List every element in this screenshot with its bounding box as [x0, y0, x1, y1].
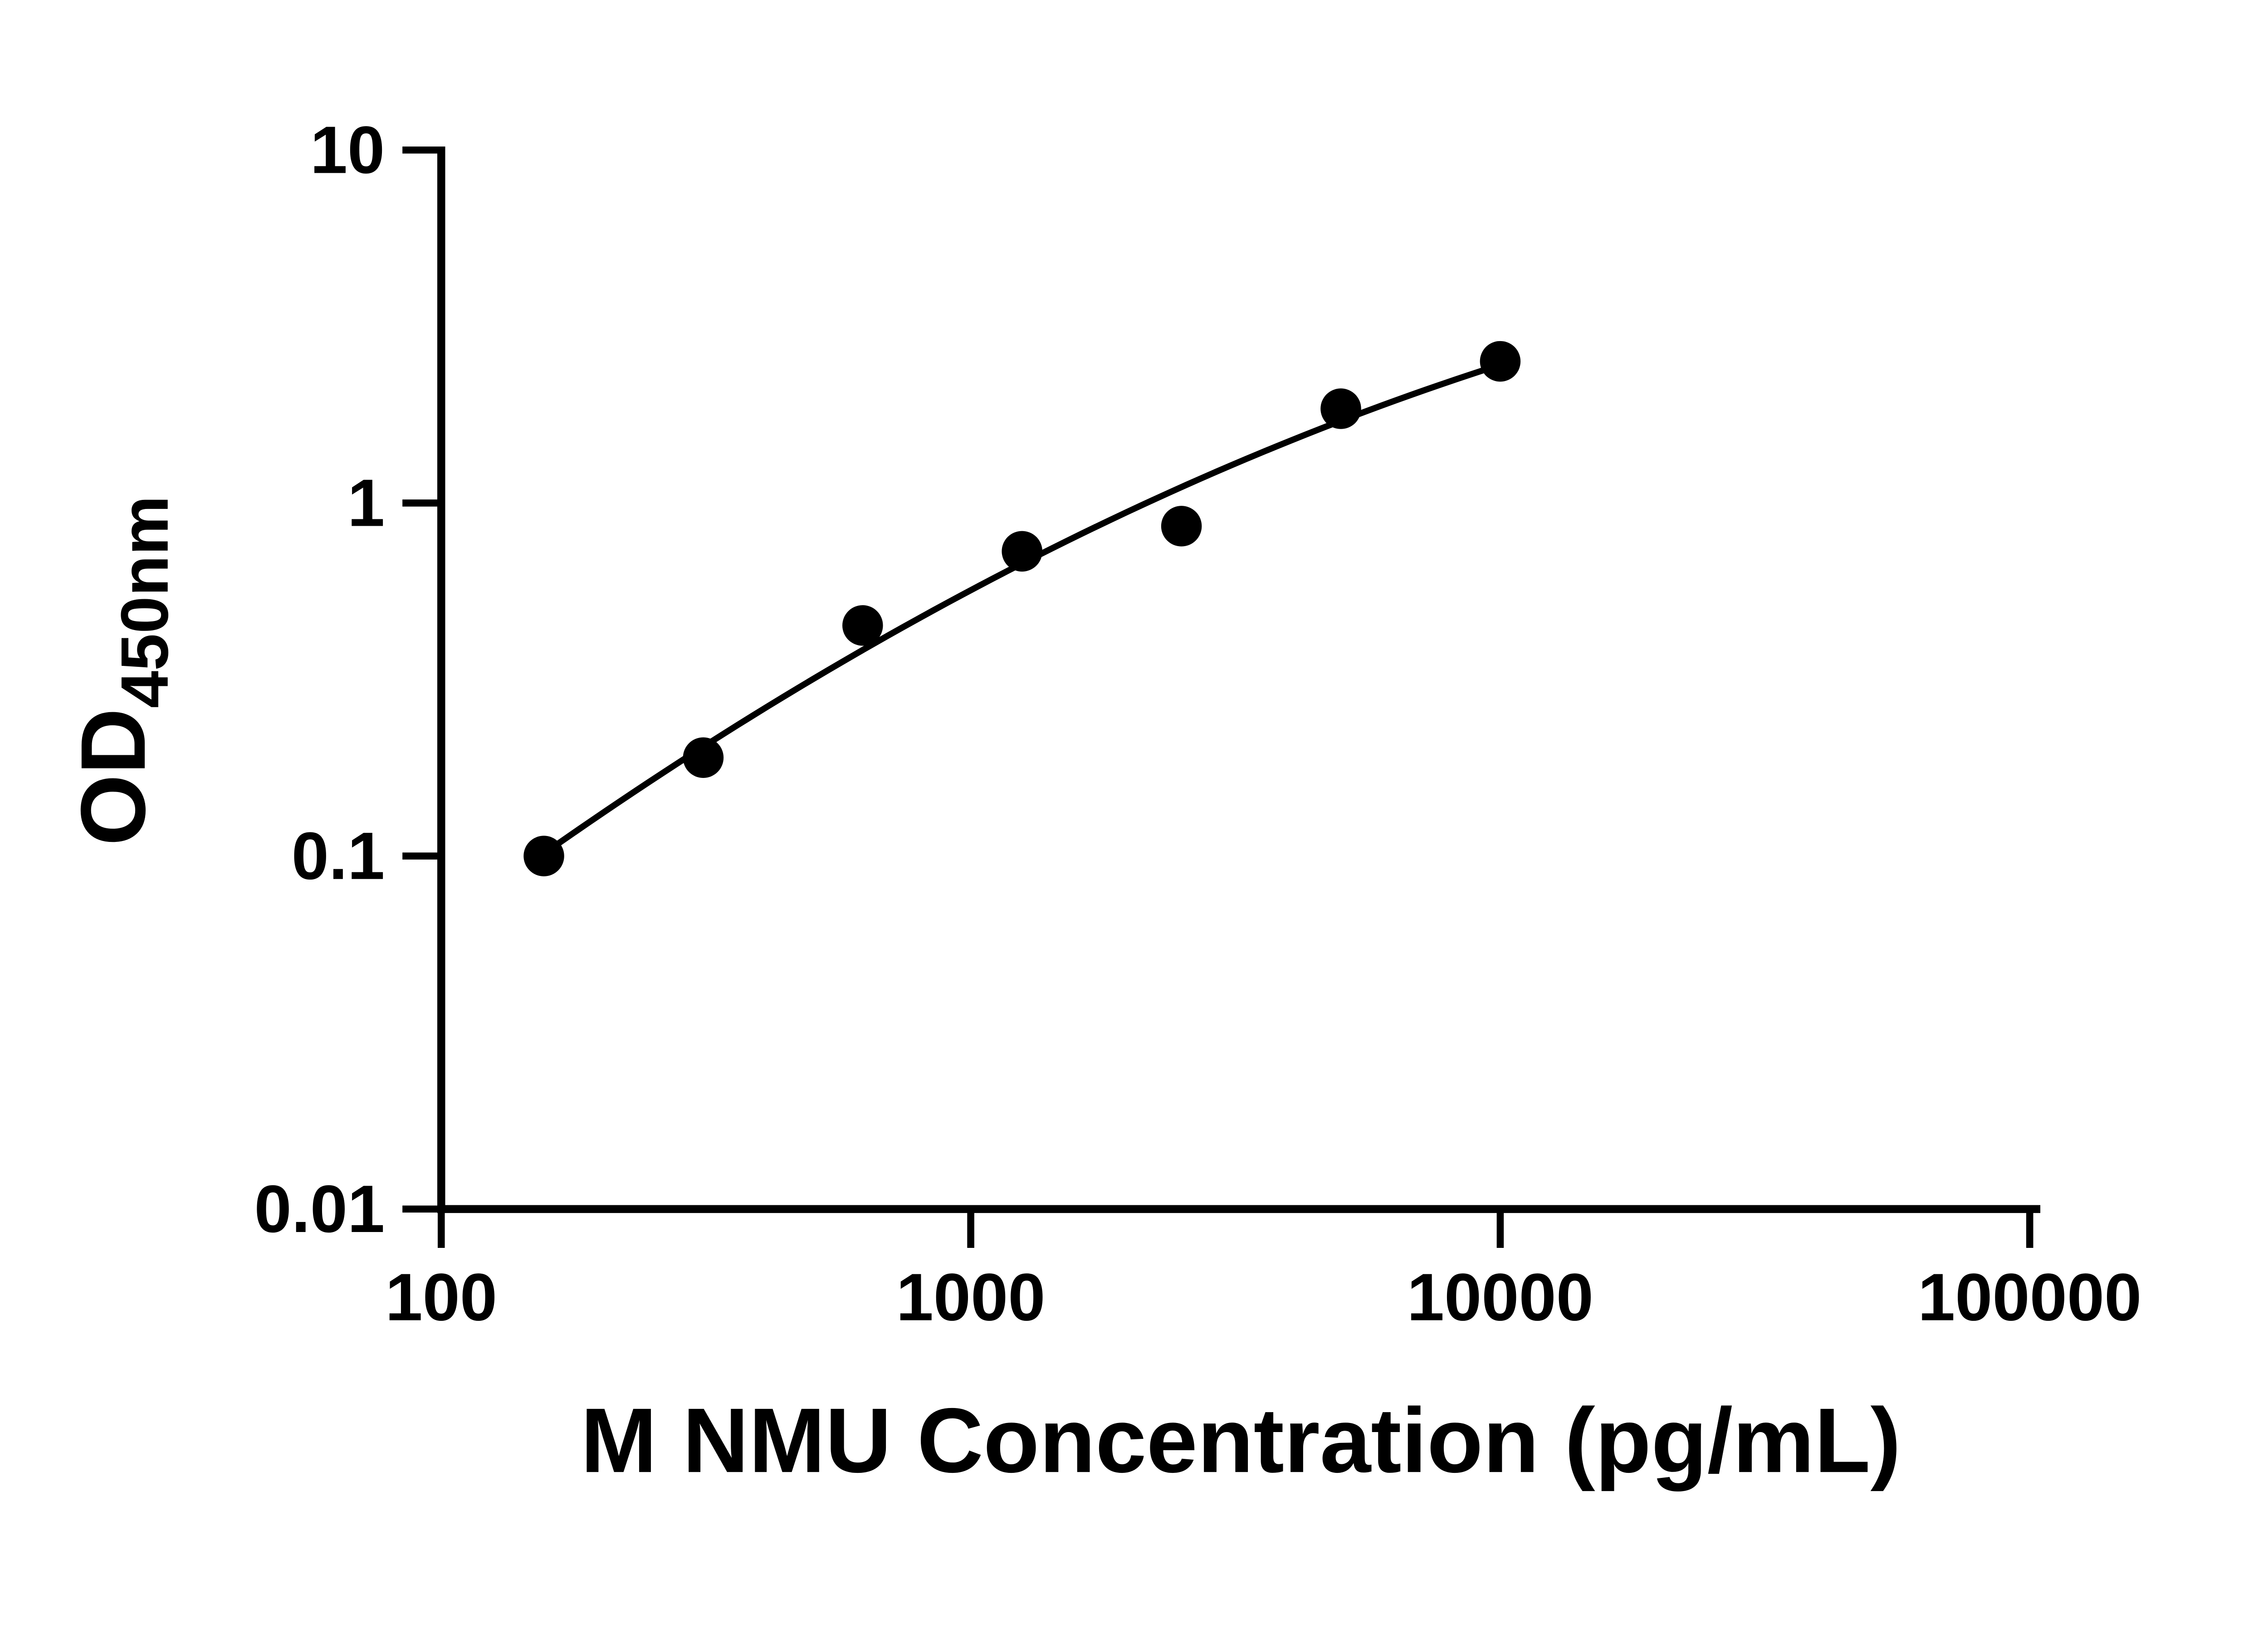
standard-curve-chart: 100 1000 10000 100000 0.01 0.1 1 10 M NMU Concen…: [62, 112, 2142, 1492]
y-axis: 0.01 0.1 1 10: [254, 112, 441, 1247]
x-tick-label: 10000: [1407, 1260, 1593, 1335]
y-axis-title: OD450nm: [62, 496, 182, 846]
trend-line: [541, 362, 1504, 857]
data-point: [1002, 531, 1042, 572]
y-tick-label: 10: [310, 112, 385, 187]
y-tick-label: 1: [347, 466, 385, 541]
x-axis-title: M NMU Concentration (pg/mL): [581, 1389, 1901, 1491]
y-tick-label: 0.1: [292, 819, 385, 894]
x-tick-label: 100: [385, 1260, 497, 1335]
data-point: [842, 605, 883, 646]
data-point: [523, 836, 564, 876]
figure-container: 100 1000 10000 100000 0.01 0.1 1 10 M NMU Concen…: [62, 112, 2142, 1492]
data-points: [523, 341, 1521, 876]
x-tick-label: 100000: [1918, 1260, 2141, 1335]
data-point: [683, 737, 724, 778]
x-tick-label: 1000: [896, 1260, 1046, 1335]
x-axis: 100 1000 10000 100000: [385, 1209, 2141, 1335]
data-point: [1161, 506, 1202, 547]
data-point: [1480, 341, 1521, 382]
y-tick-label: 0.01: [254, 1172, 385, 1247]
data-point: [1320, 388, 1361, 429]
